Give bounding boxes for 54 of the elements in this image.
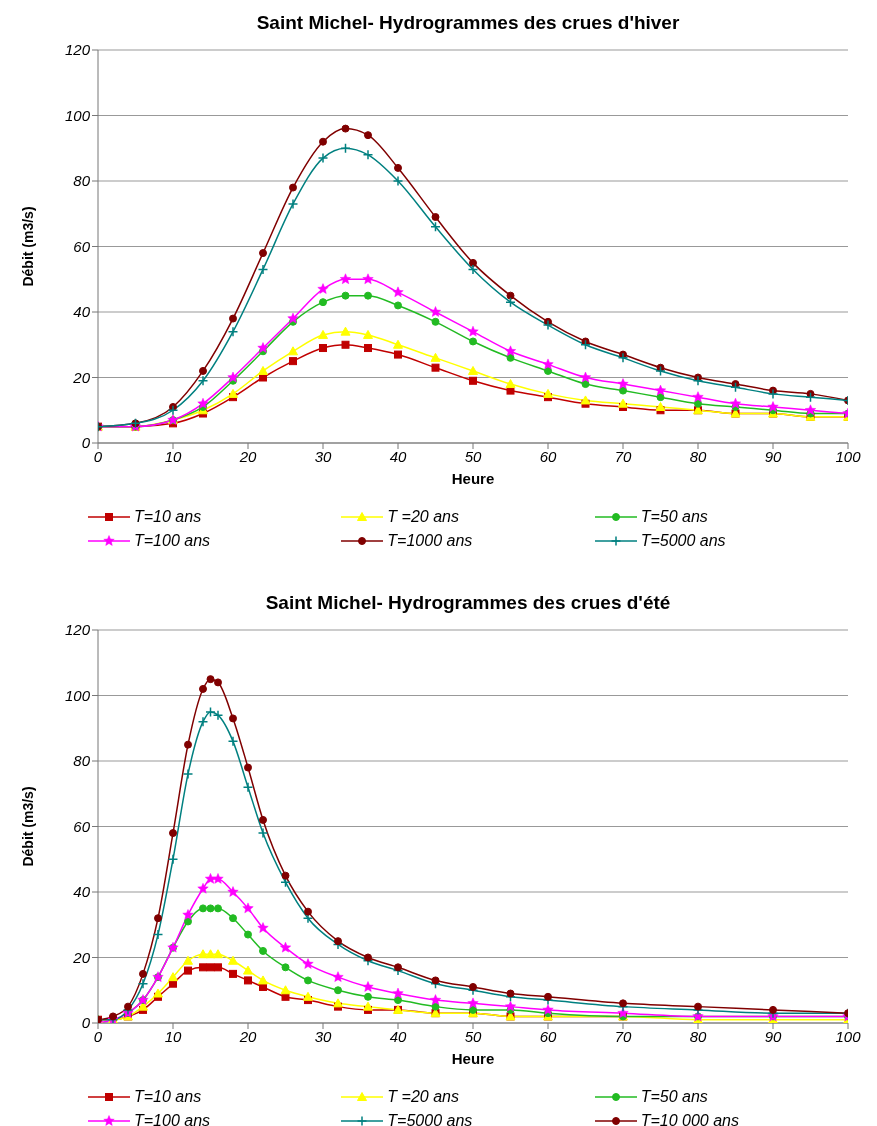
legend-label: T=50 ans [640,508,708,526]
x-tick-label: 70 [614,447,632,465]
legend-label: T=5000 ans [387,1112,473,1126]
x-tick-label: 70 [614,1027,632,1045]
legend-label: T=100 ans [134,532,211,550]
x-tick-label: 60 [539,1027,557,1045]
x-tick-label: 0 [93,447,103,465]
y-tick-label: 0 [81,434,91,452]
y-tick-label: 100 [64,686,91,704]
legend-label: T=1000 ans [387,532,473,550]
y-tick-label: 20 [72,948,91,966]
x-tick-label: 40 [389,447,407,465]
chart-title: Saint Michel- Hydrogrammes des crues d'hiver [255,12,681,35]
x-axis-title: Heure [451,470,495,487]
y-tick-label: 40 [73,303,91,321]
legend-label: T=10 ans [134,508,202,526]
x-tick-label: 80 [689,1027,707,1045]
x-tick-label: 100 [835,447,862,465]
x-tick-label: 80 [689,447,707,465]
y-tick-label: 120 [64,621,91,639]
legend-label: T=10 ans [134,1088,202,1106]
y-axis-title: Débit (m3/s) [19,206,36,287]
y-tick-label: 120 [64,41,91,59]
legend-label: T=50 ans [640,1088,708,1106]
y-tick-label: 60 [73,237,91,255]
x-tick-label: 30 [314,447,332,465]
y-tick-label: 80 [73,172,91,190]
y-tick-label: 60 [73,817,91,835]
x-tick-label: 50 [464,447,482,465]
y-axis-title: Débit (m3/s) [19,786,36,867]
x-tick-label: 20 [238,447,257,465]
x-tick-label: 30 [314,1027,332,1045]
legend-label: T=10 000 ans [640,1112,739,1126]
legend-label: T =20 ans [387,1088,459,1106]
y-tick-label: 20 [72,368,91,386]
x-tick-label: 0 [93,1027,103,1045]
x-tick-label: 90 [764,447,782,465]
x-axis-title: Heure [451,1050,495,1067]
chart-title: Saint Michel- Hydrogrammes des crues d'été [264,592,672,615]
x-tick-label: 20 [238,1027,257,1045]
x-tick-label: 50 [464,1027,482,1045]
legend-label: T=100 ans [134,1112,211,1126]
x-tick-label: 10 [164,447,182,465]
x-tick-label: 10 [164,1027,182,1045]
legend-label: T=5000 ans [640,532,726,550]
x-tick-label: 100 [835,1027,862,1045]
y-tick-label: 80 [73,752,91,770]
y-tick-label: 0 [81,1014,91,1032]
legend-label: T =20 ans [387,508,459,526]
y-tick-label: 40 [73,883,91,901]
x-tick-label: 40 [389,1027,407,1045]
x-tick-label: 90 [764,1027,782,1045]
y-tick-label: 100 [64,106,91,124]
x-tick-label: 60 [539,447,557,465]
